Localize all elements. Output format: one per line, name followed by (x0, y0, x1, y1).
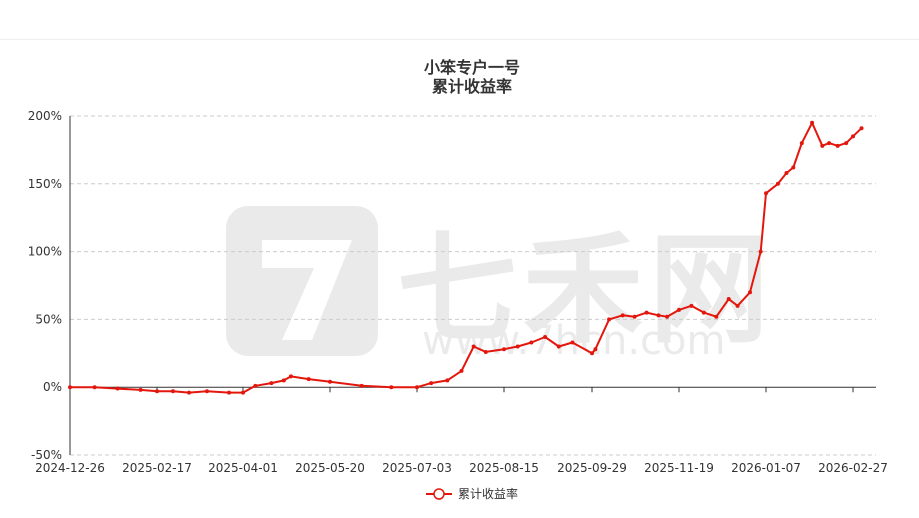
y-tick-label: 200% (28, 109, 62, 123)
data-point (656, 313, 661, 318)
x-tick-label: 2026-02-27 (818, 461, 888, 475)
data-point (726, 297, 731, 302)
data-point (68, 385, 72, 390)
data-point (253, 383, 258, 388)
legend-line-icon (425, 487, 452, 500)
data-point (827, 141, 832, 146)
data-point (677, 307, 681, 312)
data-point (306, 377, 311, 382)
data-point (784, 170, 789, 175)
data-point (171, 389, 175, 394)
data-point (851, 134, 855, 139)
data-point (758, 249, 763, 254)
data-point (859, 126, 864, 131)
data-point (644, 310, 649, 315)
data-point (389, 385, 394, 390)
data-point (92, 385, 97, 390)
x-tick-label: 2025-05-20 (295, 461, 365, 475)
x-tick-label: 2025-07-03 (382, 461, 452, 475)
x-tick-label: 2025-09-29 (557, 461, 627, 475)
data-point (556, 344, 561, 349)
data-point (799, 141, 804, 146)
series-layer (68, 120, 864, 395)
data-point (775, 181, 780, 186)
chart-title: 小笨专户一号 (423, 58, 520, 77)
data-point (227, 390, 231, 395)
data-point (810, 120, 815, 125)
data-point (483, 349, 488, 354)
data-point (445, 378, 450, 383)
series-line (70, 121, 863, 394)
data-point (593, 347, 598, 352)
x-tick-label: 2025-11-19 (644, 461, 714, 475)
data-point (632, 314, 637, 319)
data-point (138, 387, 143, 392)
data-point (415, 385, 419, 390)
data-point (359, 383, 364, 388)
data-point (689, 303, 694, 308)
x-tick-label: 2025-04-01 (208, 461, 278, 475)
data-point (155, 389, 159, 394)
data-point (187, 390, 191, 395)
axis-layer: -50% 0% 50% 100% 150% 200% 2024-12-26 2025-02-1… (28, 109, 888, 475)
legend-label: 累计收益率 (457, 487, 518, 501)
x-tick-label: 2024-12-26 (35, 461, 105, 475)
data-point (590, 351, 594, 356)
data-point (241, 390, 245, 395)
data-point (714, 314, 719, 319)
data-point (515, 344, 520, 349)
x-tick-label: 2025-02-17 (122, 461, 192, 475)
data-point (529, 340, 534, 345)
chart-subtitle: 累计收益率 (431, 77, 512, 96)
data-point (791, 165, 796, 170)
y-tick-label: 100% (28, 245, 62, 259)
data-point (281, 378, 286, 383)
chart-title-block: 小笨专户一号 累计收益率 (0, 58, 919, 96)
y-tick-label: 0% (43, 380, 62, 394)
data-point (471, 344, 476, 349)
x-tick-label: 2026-01-07 (731, 461, 801, 475)
y-tick-label: -50% (31, 448, 62, 462)
data-point (748, 290, 753, 295)
data-point (205, 389, 209, 394)
legend-item[interactable]: 累计收益率 (425, 485, 518, 502)
data-point (115, 386, 120, 391)
data-point (764, 191, 768, 196)
y-tick-label: 150% (28, 177, 62, 191)
data-point (701, 310, 706, 315)
data-point (820, 143, 825, 148)
data-point (735, 303, 740, 308)
data-point (665, 314, 670, 319)
data-point (607, 317, 612, 322)
data-point (429, 381, 434, 386)
data-point (620, 313, 625, 318)
x-tick-label: 2025-08-15 (469, 461, 539, 475)
data-point (459, 368, 464, 373)
data-point (835, 143, 840, 148)
data-point (269, 381, 274, 386)
data-point (502, 347, 506, 352)
legend[interactable]: 累计收益率 (0, 485, 919, 504)
y-tick-label: 50% (35, 312, 62, 326)
top-divider (0, 39, 919, 40)
data-point (288, 374, 293, 379)
grid-layer (70, 115, 876, 456)
data-point (328, 379, 332, 384)
data-point (543, 335, 548, 340)
data-point (570, 340, 575, 345)
data-point (844, 141, 849, 146)
